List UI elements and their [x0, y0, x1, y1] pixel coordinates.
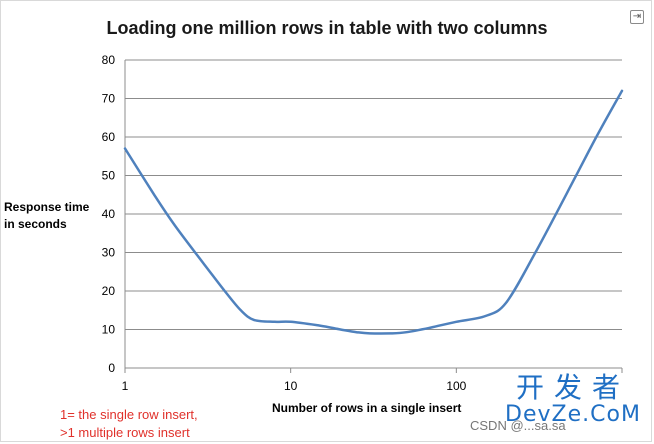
- x-tick-labels: 1 10 100: [122, 379, 467, 393]
- y-axis-label-line-1: Response time: [4, 200, 90, 214]
- y-tick-label-0: 0: [108, 361, 115, 375]
- y-axis-label: Response time in seconds: [4, 199, 100, 233]
- y-tick-label-60: 60: [102, 130, 116, 144]
- series-lines: [123, 89, 624, 335]
- y-tick-labels: 0 10 20 30 40 50 60 70 80: [102, 53, 116, 375]
- chart-title: Loading one million rows in table with t…: [106, 18, 548, 38]
- exit-icon[interactable]: ⇥: [630, 10, 644, 24]
- y-tick-label-70: 70: [102, 92, 116, 106]
- x-tick-label-1: 1: [122, 379, 129, 393]
- y-axis-label-line-2: in seconds: [4, 217, 67, 231]
- y-tick-label-20: 20: [102, 284, 116, 298]
- y-tick-label-30: 30: [102, 246, 116, 260]
- y-tick-label-40: 40: [102, 207, 116, 221]
- annotation-note: 1= the single row insert, >1 multiple ro…: [60, 406, 198, 442]
- watermark-cn: 开发者: [515, 371, 630, 404]
- series-line-0: [123, 89, 624, 335]
- y-tick-label-80: 80: [102, 53, 116, 67]
- x-axis-label: Number of rows in a single insert: [272, 401, 462, 415]
- annotation-line-1: 1= the single row insert,: [60, 407, 198, 422]
- watermark-en: DevZe.CoM: [505, 402, 641, 427]
- x-tick-label-100: 100: [446, 379, 466, 393]
- y-tick-label-10: 10: [102, 323, 116, 337]
- annotation-line-2: >1 multiple rows insert: [60, 425, 190, 440]
- grid-lines: [125, 59, 622, 330]
- y-tick-label-50: 50: [102, 169, 116, 183]
- watermark-logo: 开发者 DevZe.CoM: [498, 374, 648, 426]
- x-tick-label-10: 10: [284, 379, 298, 393]
- axes: [124, 60, 623, 373]
- watermark-bottom: CSDN @...sa.sa: [470, 418, 566, 433]
